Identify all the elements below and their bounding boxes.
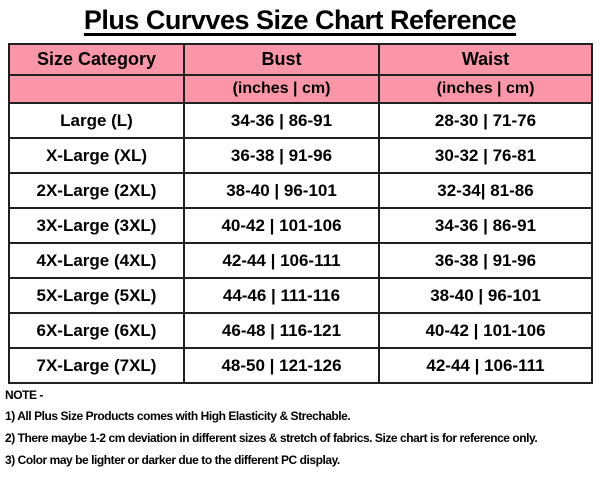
size-cell: 7X-Large (7XL) [8,347,185,384]
size-cell: 6X-Large (6XL) [8,312,185,349]
column-header-waist: Waist [378,43,593,76]
waist-cell: 42-44 | 106-111 [378,347,593,384]
waist-cell: 36-38 | 91-96 [378,242,593,279]
subheader-empty [8,74,185,104]
size-cell: 3X-Large (3XL) [8,207,185,244]
table-row: 7X-Large (7XL) 48-50 | 121-126 42-44 | 1… [8,347,593,384]
table-row: 2X-Large (2XL) 38-40 | 96-101 32-34| 81-… [8,172,593,209]
size-cell: Large (L) [8,102,185,139]
note-item: 3) Color may be lighter or darker due to… [5,453,340,467]
size-chart-table: Size Category Bust Waist (inches | cm) (… [8,43,593,384]
table-row: X-Large (XL) 36-38 | 91-96 30-32 | 76-81 [8,137,593,174]
size-cell: 5X-Large (5XL) [8,277,185,314]
bust-cell: 40-42 | 101-106 [183,207,380,244]
waist-cell: 38-40 | 96-101 [378,277,593,314]
subheader-row: (inches | cm) (inches | cm) [8,74,593,104]
column-header-size-category: Size Category [8,43,185,76]
table-row: 4X-Large (4XL) 42-44 | 106-111 36-38 | 9… [8,242,593,279]
header-row: Size Category Bust Waist [8,43,593,76]
bust-cell: 44-46 | 111-116 [183,277,380,314]
table-row: 5X-Large (5XL) 44-46 | 111-116 38-40 | 9… [8,277,593,314]
table-row: Large (L) 34-36 | 86-91 28-30 | 71-76 [8,102,593,139]
notes-heading: NOTE - [5,388,43,402]
waist-cell: 34-36 | 86-91 [378,207,593,244]
page-title: Plus Curvves Size Chart Reference [83,5,517,35]
waist-cell: 40-42 | 101-106 [378,312,593,349]
notes-section: NOTE - 1) All Plus Size Products comes w… [5,388,600,467]
table-row: 6X-Large (6XL) 46-48 | 116-121 40-42 | 1… [8,312,593,349]
size-cell: X-Large (XL) [8,137,185,174]
bust-cell: 48-50 | 121-126 [183,347,380,384]
size-chart-page: Plus Curvves Size Chart Reference Size C… [0,5,600,477]
subheader-waist-units: (inches | cm) [378,74,593,104]
bust-cell: 42-44 | 106-111 [183,242,380,279]
waist-cell: 28-30 | 71-76 [378,102,593,139]
note-item: 1) All Plus Size Products comes with Hig… [5,409,351,423]
bust-cell: 46-48 | 116-121 [183,312,380,349]
table-row: 3X-Large (3XL) 40-42 | 101-106 34-36 | 8… [8,207,593,244]
size-cell: 2X-Large (2XL) [8,172,185,209]
column-header-bust: Bust [183,43,380,76]
bust-cell: 38-40 | 96-101 [183,172,380,209]
note-item: 2) There maybe 1-2 cm deviation in diffe… [5,431,538,445]
waist-cell: 32-34| 81-86 [378,172,593,209]
size-cell: 4X-Large (4XL) [8,242,185,279]
bust-cell: 34-36 | 86-91 [183,102,380,139]
waist-cell: 30-32 | 76-81 [378,137,593,174]
bust-cell: 36-38 | 91-96 [183,137,380,174]
subheader-bust-units: (inches | cm) [183,74,380,104]
